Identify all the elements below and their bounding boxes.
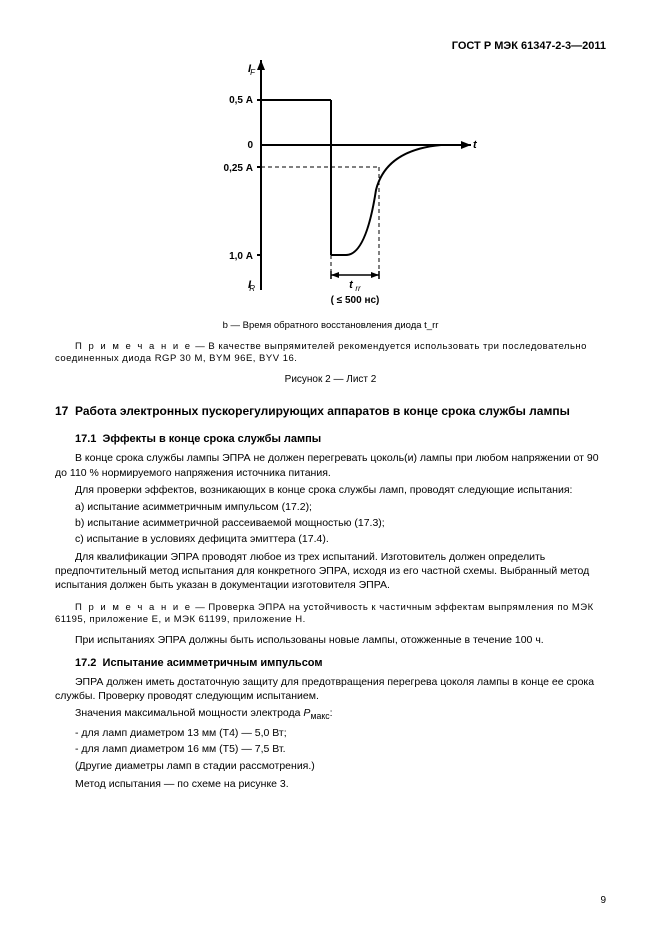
sub-17-1-heading: 17.1 Эффекты в конце срока службы лампы [55, 433, 606, 445]
para: ЭПРА должен иметь достаточную защиту для… [55, 675, 606, 703]
para: При испытаниях ЭПРА должны быть использо… [55, 633, 606, 647]
svg-text:0: 0 [247, 140, 253, 151]
svg-text:t: t [349, 279, 354, 291]
svg-text:( ≤ 500 нс): ( ≤ 500 нс) [330, 295, 379, 305]
section-17-heading: 17 Работа электронных пускорегулирующих … [55, 403, 606, 420]
para: Для проверки эффектов, возникающих в кон… [55, 483, 606, 497]
svg-text:1,0 А: 1,0 А [229, 251, 253, 262]
para: Метод испытания — по схеме на рисунке 3. [55, 777, 606, 791]
list-item: - для ламп диаметром 13 мм (T4) — 5,0 Вт… [55, 726, 606, 740]
note: П р и м е ч а н и е — Проверка ЭПРА на у… [55, 602, 606, 627]
svg-text:rr: rr [355, 284, 361, 293]
page-number: 9 [600, 895, 606, 906]
svg-text:0,25 А: 0,25 А [223, 163, 252, 174]
svg-text:t: t [473, 139, 478, 151]
svg-text:F: F [250, 68, 256, 77]
figure-diode-recovery: I F t 0,5 А 0 0,25 А 1,0 А I R [55, 60, 606, 310]
para: (Другие диаметры ламп в стадии рассмотре… [55, 759, 606, 773]
para: Значения максимальной мощности электрода… [55, 706, 606, 723]
svg-text:0,5 А: 0,5 А [229, 95, 253, 106]
list-item: b) испытание асимметричной рассеиваемой … [55, 516, 606, 530]
list-item: - для ламп диаметром 16 мм (T5) — 7,5 Вт… [55, 742, 606, 756]
svg-text:R: R [249, 284, 255, 293]
para: Для квалификации ЭПРА проводят любое из … [55, 550, 606, 593]
doc-code: ГОСТ Р МЭК 61347-2-3—2011 [55, 40, 606, 52]
figure-title: Рисунок 2 — Лист 2 [55, 374, 606, 385]
para: В конце срока службы лампы ЭПРА не долже… [55, 451, 606, 479]
list-item: a) испытание асимметричным импульсом (17… [55, 500, 606, 514]
sub-17-2-heading: 17.2 Испытание асимметричным импульсом [55, 657, 606, 669]
figure-note: П р и м е ч а н и е — В качестве выпрями… [55, 341, 606, 366]
figure-sublabel: b — Время обратного восстановления диода… [55, 320, 606, 331]
list-item: c) испытание в условиях дефицита эмиттер… [55, 532, 606, 546]
